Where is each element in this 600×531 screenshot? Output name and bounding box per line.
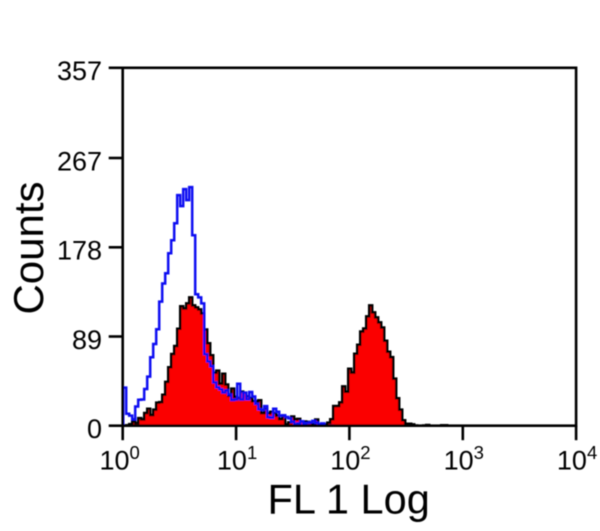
svg-text:Counts: Counts: [5, 181, 52, 314]
svg-text:178: 178: [57, 236, 102, 266]
svg-text:100: 100: [100, 442, 140, 476]
svg-text:0: 0: [87, 414, 102, 444]
svg-text:357: 357: [57, 56, 102, 86]
svg-text:FL 1 Log: FL 1 Log: [268, 476, 430, 523]
svg-text:89: 89: [72, 325, 102, 355]
svg-text:267: 267: [57, 146, 102, 176]
